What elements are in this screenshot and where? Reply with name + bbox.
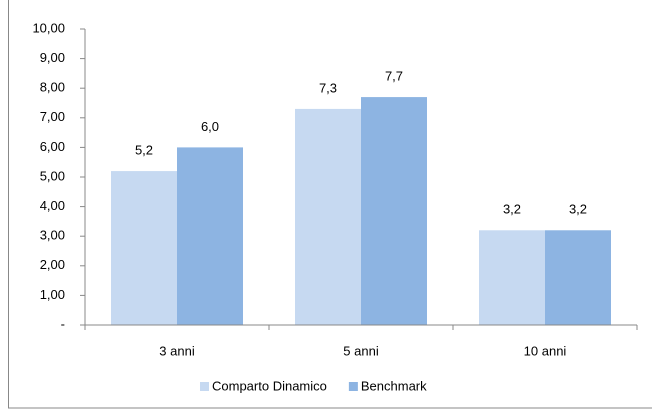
bar bbox=[111, 171, 177, 325]
legend-swatch bbox=[348, 382, 358, 391]
y-tick-label: 3,00 bbox=[40, 228, 65, 243]
bar bbox=[545, 230, 611, 325]
legend-swatch bbox=[200, 382, 209, 391]
y-tick-label: 10,00 bbox=[32, 20, 65, 35]
legend-label: Benchmark bbox=[361, 378, 427, 393]
x-tick-label: 5 anni bbox=[343, 343, 379, 358]
y-tick-label: 1,00 bbox=[40, 287, 65, 302]
value-label: 5,2 bbox=[135, 143, 153, 158]
bar bbox=[479, 230, 545, 325]
value-label: 7,3 bbox=[319, 80, 337, 95]
bar bbox=[361, 97, 427, 325]
y-tick-label: 5,00 bbox=[40, 168, 65, 183]
legend-label: Comparto Dinamico bbox=[212, 378, 327, 393]
bar bbox=[295, 108, 361, 325]
y-tick-label: 4,00 bbox=[40, 198, 65, 213]
value-label: 6,0 bbox=[201, 119, 219, 134]
value-label: 7,7 bbox=[385, 69, 403, 84]
x-tick-label: 3 anni bbox=[159, 343, 195, 358]
y-tick-label: 9,00 bbox=[40, 50, 65, 65]
chart-border bbox=[8, 0, 652, 409]
y-tick-label: 2,00 bbox=[40, 257, 65, 272]
y-tick-label: 8,00 bbox=[40, 80, 65, 95]
y-tick-label: 7,00 bbox=[40, 109, 65, 124]
x-tick-label: 10 anni bbox=[524, 343, 567, 358]
value-label: 3,2 bbox=[569, 202, 587, 217]
y-tick-label: - bbox=[61, 316, 65, 331]
bar bbox=[177, 147, 243, 325]
y-tick-label: 6,00 bbox=[40, 139, 65, 154]
value-label: 3,2 bbox=[503, 202, 521, 217]
